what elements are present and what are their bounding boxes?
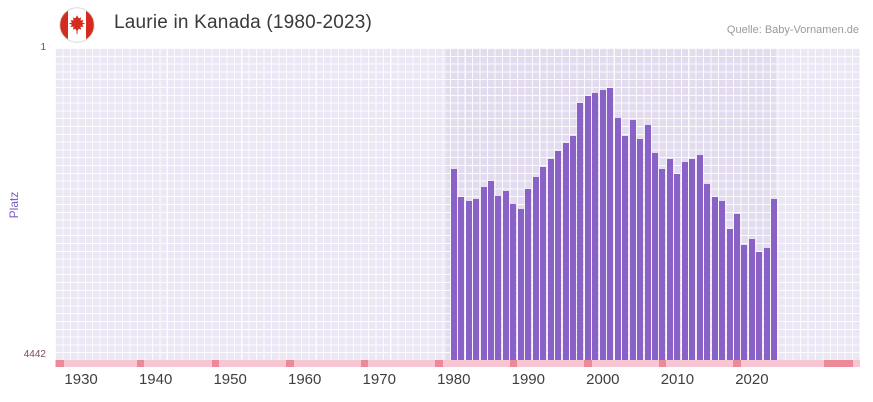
bar-1994 <box>555 150 562 360</box>
bar-1995 <box>562 143 569 360</box>
x-axis: 1930 1940 1950 1960 1970 1980 1990 2000 2010 2020 <box>55 371 860 393</box>
axis-strip-mark <box>733 360 741 367</box>
x-tick-label: 1960 <box>288 371 322 388</box>
bar-2016 <box>719 201 726 360</box>
x-tick-label: 1980 <box>437 371 471 388</box>
bar-1983 <box>473 198 480 360</box>
axis-strip <box>55 360 860 367</box>
x-tick-label: 2000 <box>586 371 620 388</box>
page-title: Laurie in Kanada (1980-2023) <box>114 12 373 33</box>
bar-1999 <box>592 93 599 360</box>
axis-strip-mark <box>824 360 853 367</box>
bar-2013 <box>696 155 703 360</box>
bars-layer <box>55 48 860 360</box>
source-credit: Quelle: Baby-Vornamen.de <box>726 24 859 36</box>
bar-2018 <box>734 213 740 360</box>
bar-1984 <box>480 187 487 360</box>
bar-1987 <box>502 191 509 360</box>
bar-2012 <box>689 158 696 360</box>
axis-strip-mark <box>211 360 219 367</box>
bar-2001 <box>607 88 614 360</box>
x-tick-label: 1950 <box>213 371 247 388</box>
x-tick-label: 1930 <box>64 371 98 388</box>
axis-strip-mark <box>56 360 64 367</box>
axis-strip-mark <box>360 360 369 367</box>
bar-2015 <box>711 196 718 360</box>
bar-1997 <box>577 103 584 360</box>
bar-1993 <box>547 158 554 360</box>
bar-2010 <box>674 173 681 360</box>
bar-2005 <box>637 138 644 360</box>
bar-2006 <box>644 125 651 360</box>
plot-background <box>55 48 860 360</box>
axis-strip-mark <box>435 360 443 367</box>
x-tick-label: 1940 <box>138 371 173 388</box>
bar-1980 <box>450 168 457 360</box>
bar-2007 <box>652 153 659 360</box>
bar-1981 <box>458 196 465 360</box>
bar-1982 <box>465 201 472 360</box>
bar-2021 <box>756 251 763 360</box>
bar-2020 <box>748 239 755 360</box>
bar-2022 <box>763 248 770 360</box>
grid-lines <box>55 48 860 360</box>
axis-strip-mark <box>136 360 145 367</box>
bar-1988 <box>510 203 517 360</box>
bar-1998 <box>584 96 591 360</box>
x-tick-label: 2010 <box>660 371 695 388</box>
axis-strip-mark <box>286 360 294 367</box>
axis-strip-mark <box>584 360 592 367</box>
bar-2017 <box>726 229 733 360</box>
bar-2014 <box>704 183 711 360</box>
axis-strip-mark <box>509 360 518 367</box>
bar-2004 <box>629 120 636 360</box>
plot-area <box>55 48 860 367</box>
y-tick-top: 1 <box>40 42 46 53</box>
bar-1992 <box>540 166 547 360</box>
y-tick-bottom: 4442 <box>23 349 46 360</box>
bar-1996 <box>570 136 577 360</box>
bar-2008 <box>659 168 666 360</box>
bar-2011 <box>681 162 688 360</box>
bar-2009 <box>666 158 673 360</box>
bar-1985 <box>488 180 495 360</box>
bar-2003 <box>622 136 629 360</box>
bar-2023 <box>771 198 778 360</box>
bar-1989 <box>517 208 524 360</box>
y-axis-title: Platz <box>7 191 21 219</box>
canada-flag-icon <box>59 7 95 43</box>
x-tick-label: 2020 <box>735 371 769 388</box>
bar-2019 <box>741 244 748 360</box>
bar-2000 <box>599 90 606 360</box>
bar-2002 <box>614 118 621 360</box>
bar-1986 <box>495 196 502 360</box>
bar-1990 <box>525 189 532 360</box>
x-tick-label: 1990 <box>511 371 545 388</box>
bar-1991 <box>532 177 539 360</box>
axis-strip-mark <box>658 360 667 367</box>
x-tick-label: 1970 <box>362 371 396 388</box>
